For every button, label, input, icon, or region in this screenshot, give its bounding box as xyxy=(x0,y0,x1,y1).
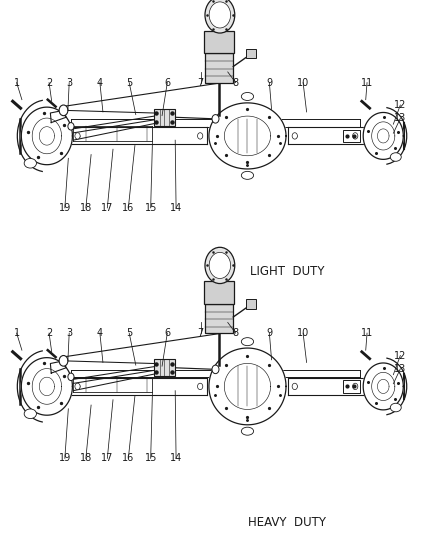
Text: 5: 5 xyxy=(126,328,132,338)
Text: HEAVY  DUTY: HEAVY DUTY xyxy=(248,516,326,529)
Text: 13: 13 xyxy=(394,364,406,374)
Text: 14: 14 xyxy=(170,203,182,213)
Polygon shape xyxy=(209,103,286,169)
Text: 15: 15 xyxy=(145,203,157,213)
Text: 18: 18 xyxy=(80,203,92,213)
Ellipse shape xyxy=(241,171,254,179)
Ellipse shape xyxy=(241,93,254,100)
Text: 15: 15 xyxy=(145,454,157,463)
Circle shape xyxy=(75,133,80,139)
Text: 7: 7 xyxy=(198,78,204,87)
Polygon shape xyxy=(21,107,72,165)
Polygon shape xyxy=(363,363,403,410)
Polygon shape xyxy=(363,112,403,159)
Text: 3: 3 xyxy=(66,78,72,87)
Polygon shape xyxy=(21,358,72,415)
Circle shape xyxy=(353,133,358,139)
Text: 3: 3 xyxy=(66,328,72,338)
Circle shape xyxy=(292,133,297,139)
Bar xyxy=(154,109,175,126)
Circle shape xyxy=(75,383,80,390)
Ellipse shape xyxy=(24,409,36,418)
Text: 19: 19 xyxy=(59,454,71,463)
Text: 7: 7 xyxy=(198,328,204,338)
Text: 2: 2 xyxy=(46,78,52,87)
Circle shape xyxy=(68,123,74,130)
Bar xyxy=(204,281,234,304)
Ellipse shape xyxy=(241,427,254,435)
Text: LIGHT  DUTY: LIGHT DUTY xyxy=(250,265,324,278)
Text: 10: 10 xyxy=(297,78,309,87)
Circle shape xyxy=(198,133,203,139)
Bar xyxy=(246,49,256,59)
Ellipse shape xyxy=(390,403,401,412)
Bar xyxy=(343,130,360,142)
Text: 9: 9 xyxy=(266,328,272,338)
Text: 19: 19 xyxy=(59,203,71,213)
Text: 6: 6 xyxy=(164,78,170,87)
Ellipse shape xyxy=(24,158,36,168)
Text: 17: 17 xyxy=(101,203,113,213)
Text: 2: 2 xyxy=(46,328,52,338)
Polygon shape xyxy=(39,127,54,145)
Circle shape xyxy=(212,115,219,123)
Text: 17: 17 xyxy=(101,454,113,463)
Ellipse shape xyxy=(390,153,401,161)
Polygon shape xyxy=(39,377,54,395)
Text: 8: 8 xyxy=(233,78,239,87)
Polygon shape xyxy=(378,379,389,393)
Circle shape xyxy=(292,383,297,390)
Bar xyxy=(154,359,175,376)
Circle shape xyxy=(212,365,219,374)
Polygon shape xyxy=(50,110,66,123)
Ellipse shape xyxy=(241,338,254,346)
Circle shape xyxy=(68,373,74,381)
Bar xyxy=(205,304,233,333)
Polygon shape xyxy=(378,129,389,143)
Circle shape xyxy=(209,2,230,28)
Text: 1: 1 xyxy=(14,78,20,87)
Text: 5: 5 xyxy=(126,78,132,87)
Text: 8: 8 xyxy=(233,328,239,338)
Text: 6: 6 xyxy=(164,328,170,338)
Text: 12: 12 xyxy=(394,351,406,360)
Polygon shape xyxy=(50,361,66,373)
Circle shape xyxy=(59,356,68,366)
Text: 13: 13 xyxy=(394,114,406,123)
Bar xyxy=(246,300,256,309)
Circle shape xyxy=(59,105,68,116)
Text: 4: 4 xyxy=(97,328,103,338)
Text: 16: 16 xyxy=(122,203,134,213)
Text: 1: 1 xyxy=(14,328,20,338)
Text: 10: 10 xyxy=(297,328,309,338)
Circle shape xyxy=(353,383,358,390)
Bar xyxy=(343,380,360,393)
Text: 18: 18 xyxy=(80,454,92,463)
Text: 11: 11 xyxy=(361,78,373,87)
Text: 14: 14 xyxy=(170,454,182,463)
Text: 4: 4 xyxy=(97,78,103,87)
Circle shape xyxy=(209,253,230,278)
Bar xyxy=(204,31,234,53)
Text: 16: 16 xyxy=(122,454,134,463)
Text: 11: 11 xyxy=(361,328,373,338)
Circle shape xyxy=(205,247,235,284)
Circle shape xyxy=(198,383,203,390)
Circle shape xyxy=(205,0,235,33)
Text: 9: 9 xyxy=(266,78,272,87)
Bar xyxy=(205,53,233,83)
Text: 12: 12 xyxy=(394,100,406,110)
Polygon shape xyxy=(209,348,286,425)
